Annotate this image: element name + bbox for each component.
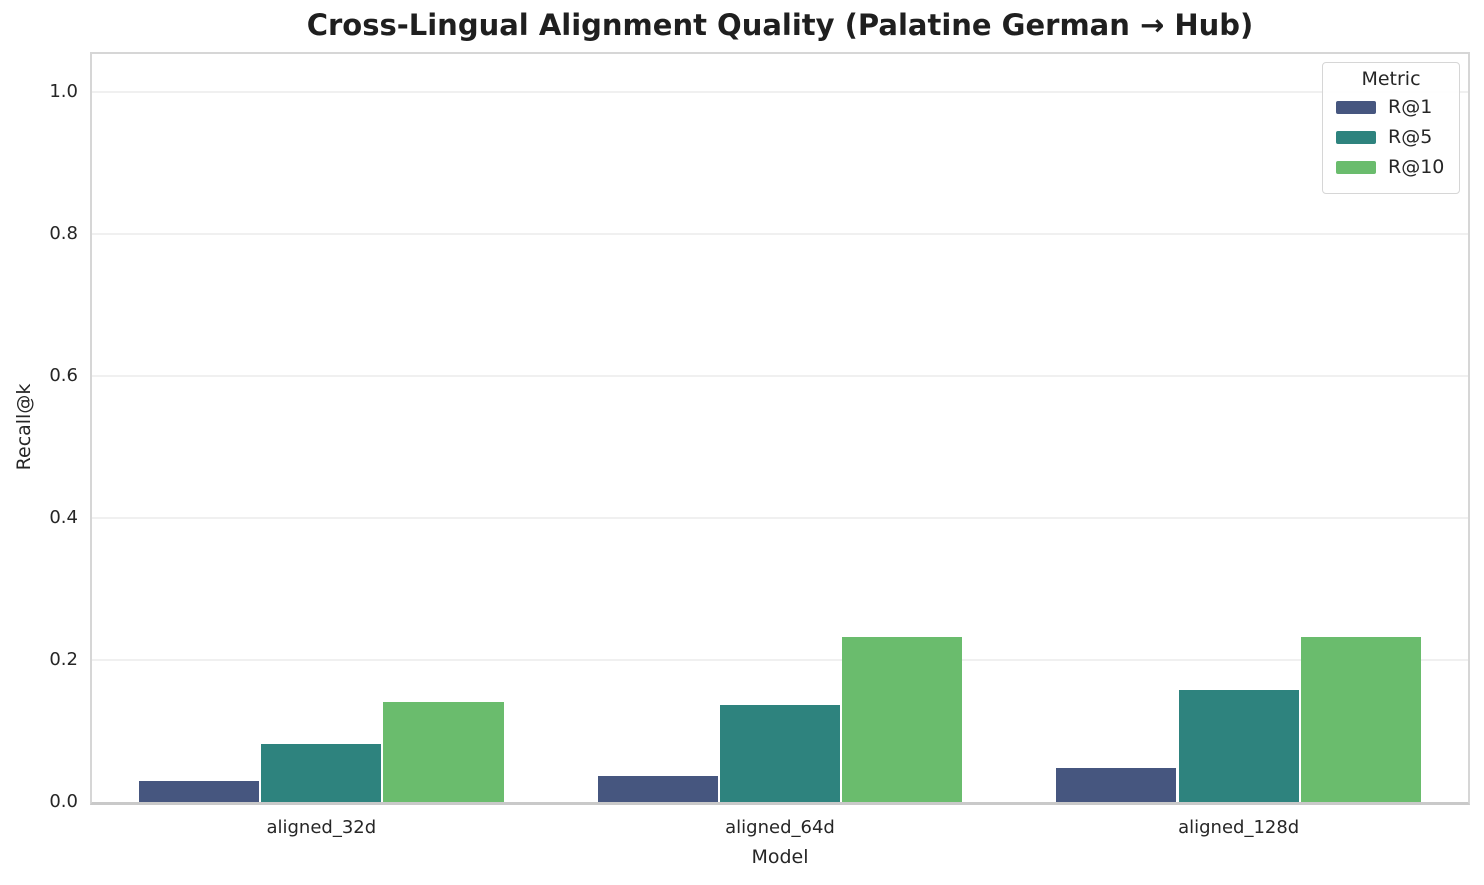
y-tick-label: 0.4 bbox=[49, 506, 78, 528]
legend-title: Metric bbox=[1361, 68, 1421, 90]
gridline bbox=[92, 232, 1468, 235]
legend: Metric R@1 R@5 R@10 bbox=[1322, 62, 1460, 194]
legend-label-R@10: R@10 bbox=[1388, 156, 1445, 178]
bar-R@1-aligned_64d bbox=[597, 776, 718, 802]
gridline bbox=[92, 374, 1468, 377]
bar-R@10-aligned_64d bbox=[842, 637, 963, 802]
bar-R@10-aligned_128d bbox=[1300, 637, 1422, 802]
legend-entry-R@5: R@5 bbox=[1323, 122, 1459, 152]
x-tick-label-aligned_64d: aligned_64d bbox=[725, 817, 835, 838]
y-tick-label: 1.0 bbox=[49, 80, 78, 102]
plot-area bbox=[90, 52, 1470, 805]
legend-label-R@1: R@1 bbox=[1388, 96, 1433, 118]
y-tick-label: 0.6 bbox=[49, 364, 78, 386]
bar-R@5-aligned_128d bbox=[1178, 689, 1299, 802]
legend-entry-R@10: R@10 bbox=[1323, 152, 1459, 182]
legend-label-R@5: R@5 bbox=[1388, 126, 1433, 148]
legend-swatch-R@10 bbox=[1336, 160, 1376, 174]
bar-R@1-aligned_32d bbox=[138, 780, 260, 802]
y-tick-label: 0.0 bbox=[49, 791, 78, 812]
x-axis-label: Model bbox=[751, 846, 809, 868]
gridline bbox=[92, 658, 1468, 661]
gridline bbox=[92, 516, 1468, 519]
bar-R@5-aligned_32d bbox=[261, 744, 382, 802]
gridline bbox=[92, 90, 1468, 93]
legend-rows: R@1 R@5 R@10 bbox=[1323, 92, 1459, 182]
bar-R@5-aligned_64d bbox=[719, 704, 841, 802]
x-tick-label-aligned_128d: aligned_128d bbox=[1178, 817, 1300, 838]
legend-swatch-R@5 bbox=[1336, 130, 1376, 144]
chart-title: Cross-Lingual Alignment Quality (Palatin… bbox=[306, 8, 1254, 42]
x-tick-label-aligned_32d: aligned_32d bbox=[266, 817, 377, 838]
bar-R@1-aligned_128d bbox=[1056, 767, 1177, 802]
bar-R@10-aligned_32d bbox=[383, 701, 504, 802]
y-tick-label: 0.2 bbox=[49, 648, 78, 670]
legend-entry-R@1: R@1 bbox=[1323, 92, 1459, 122]
legend-swatch-R@1 bbox=[1336, 100, 1376, 114]
y-tick-label: 0.8 bbox=[49, 222, 78, 244]
